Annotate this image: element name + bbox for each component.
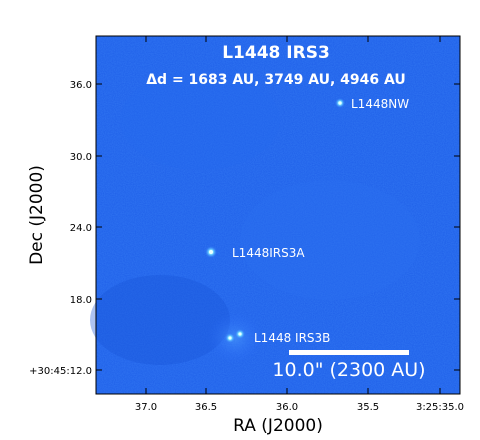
x-tick-label: 3:25:35.0 — [416, 402, 464, 413]
tick-marks — [96, 36, 460, 394]
x-axis-label: RA (J2000) — [233, 416, 323, 436]
y-tick-label: +30:45:12.0 — [29, 366, 92, 377]
source-label-l1448irs3a: L1448IRS3A — [232, 246, 305, 260]
x-tick-label: 36.5 — [195, 402, 217, 413]
image-title: L1448 IRS3 — [222, 43, 330, 63]
source-l1448irs3b — [225, 329, 245, 343]
x-tick-label: 37.0 — [135, 402, 157, 413]
source-label-l1448irs3b: L1448 IRS3B — [254, 331, 330, 345]
source-l1448nw — [335, 98, 345, 108]
source-l1448irs3a — [205, 246, 217, 258]
y-axis-label: Dec (J2000) — [27, 165, 47, 265]
x-tick-label: 36.0 — [276, 402, 298, 413]
y-tick-label: 36.0 — [70, 80, 92, 91]
x-tick-label: 35.5 — [357, 402, 379, 413]
scale-bar-label: 10.0" (2300 AU) — [272, 359, 425, 381]
y-tick-label: 30.0 — [70, 152, 92, 163]
y-tick-label: 18.0 — [70, 295, 92, 306]
scale-bar — [289, 350, 409, 355]
image-subtitle: Δd = 1683 AU, 3749 AU, 4946 AU — [146, 72, 406, 88]
y-tick-label: 24.0 — [70, 223, 92, 234]
source-label-l1448nw: L1448NW — [351, 97, 409, 111]
